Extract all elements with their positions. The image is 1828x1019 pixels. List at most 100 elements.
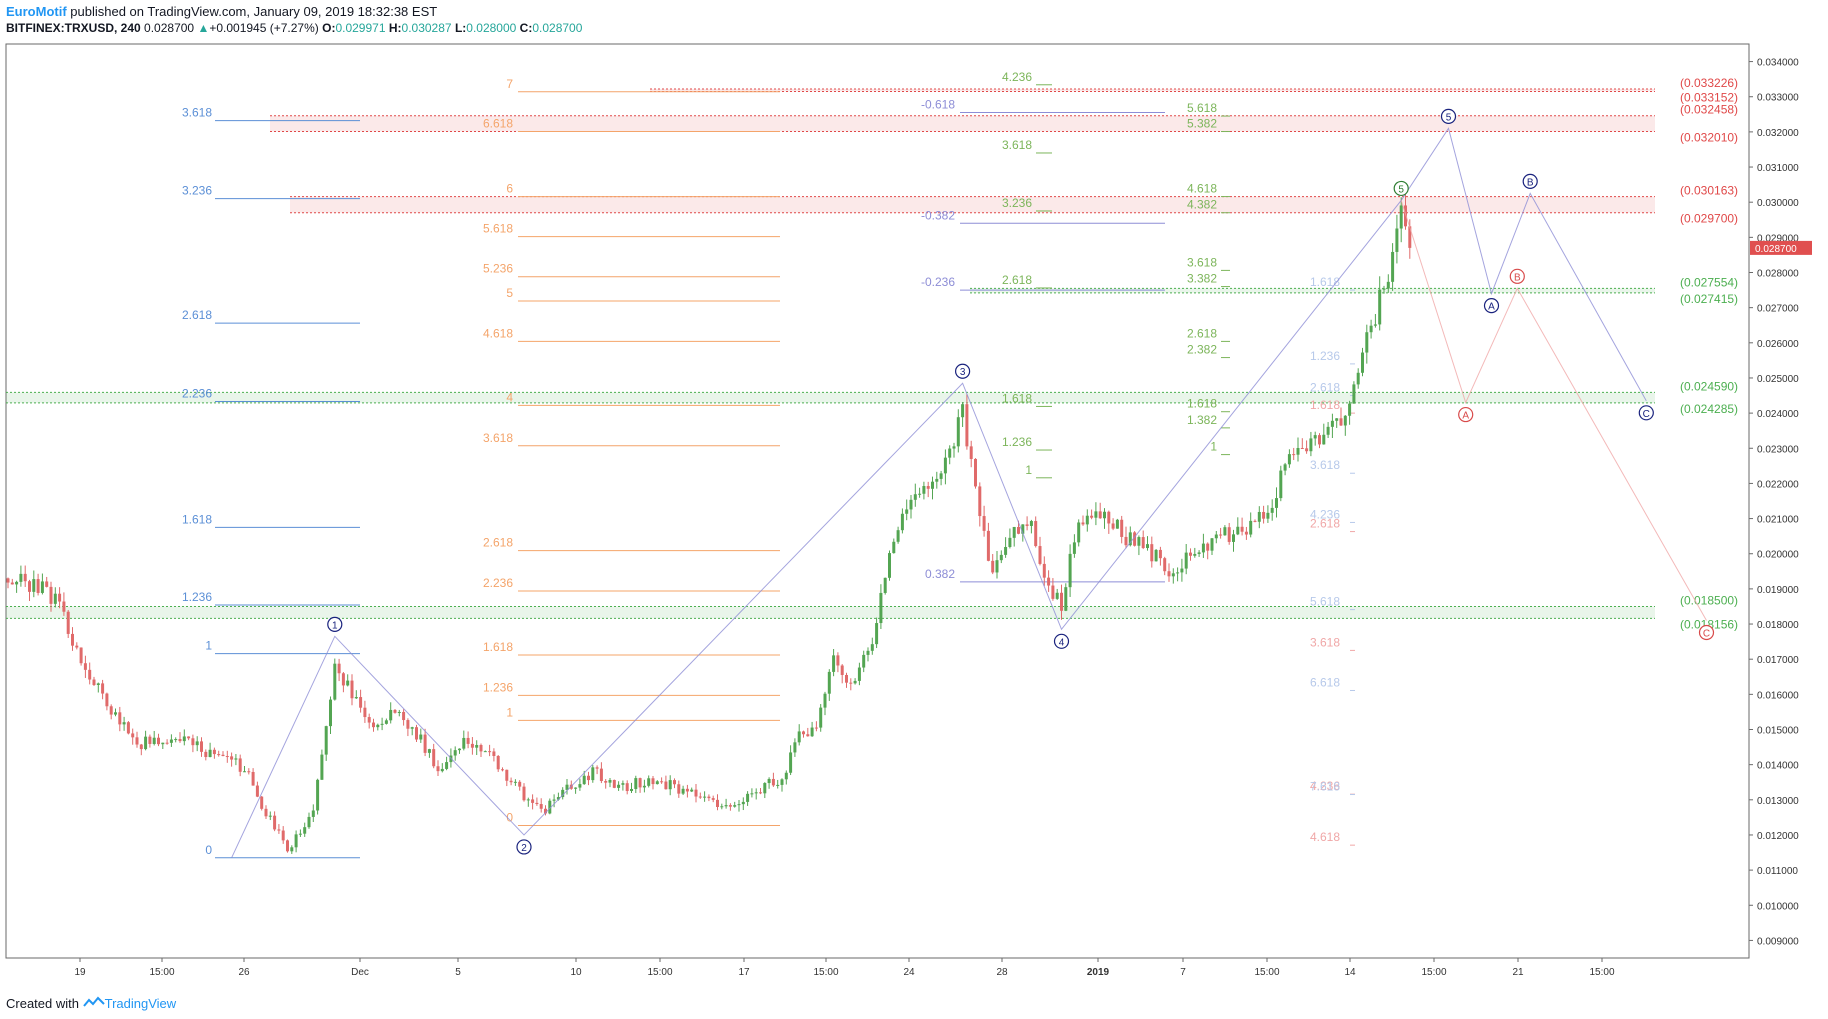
candle-body [724,805,728,807]
candle-body [1395,228,1399,252]
candle-body [440,768,444,772]
tradingview-brand[interactable]: TradingView [104,996,177,1011]
high-label: H: [388,21,402,35]
candle-body [165,742,169,744]
fib-level-label: 2.236 [182,387,212,401]
candle-body [1348,403,1352,416]
candle-body [1206,543,1210,551]
fib-level-label: 1.618 [182,512,212,526]
candle-body [531,799,535,803]
candle-body [888,553,891,578]
candle-body [522,786,526,801]
candle-body [677,784,681,794]
candle-body [991,560,995,573]
x-tick-label: 14 [1344,967,1356,978]
fib-level-label: 5.382 [1187,117,1217,131]
candle-body [1270,507,1274,513]
author-link[interactable]: EuroMotif [6,4,67,19]
fib-layer: 3.618 3.236 2.618 2.236 1.618 1.236 1 0 7 6.618 6 5… [182,70,1355,859]
candle-body [690,789,694,792]
fib-level-label: 3.618 [1310,635,1340,649]
candle-body [1223,527,1227,536]
fib-level-label: 3.618 [1310,458,1340,472]
wave-marker-label: 3 [960,367,966,378]
candle-body [1326,426,1330,435]
fib-level-label: 3.618 [182,106,212,120]
fib-level-label: 1 [506,705,513,719]
candle-body [849,682,853,684]
candle-body [965,404,969,447]
candle-body [488,751,492,753]
fib-level-label: 1 [1025,463,1032,477]
candle-body [1171,573,1175,577]
candle-body [900,513,904,531]
fib-level-label: 0 [506,810,513,824]
candle-body [105,693,109,707]
x-tick-label: Dec [351,967,369,978]
candle-body [432,749,436,767]
candle-body [139,744,143,750]
fib-level-label: 4.236 [1002,70,1032,84]
candle-body [544,808,547,814]
candle-body [814,727,818,729]
zone-band [270,115,1655,132]
fib-level-label: 7.618 [1310,780,1340,794]
zone-bottom-label: (0.032010) [1680,131,1738,145]
x-tick-label: 24 [903,967,915,978]
candle-body [1378,289,1382,325]
candle-body [406,720,410,729]
candle-body [49,586,53,604]
candle-body [518,781,522,787]
candle-body [174,739,178,741]
fib-level-label: 3.618 [1002,138,1032,152]
wave-marker [1522,173,1538,190]
candle-body [23,573,27,582]
candle-body [866,650,870,655]
candle-body [832,655,836,672]
alt-wave-marker [1458,406,1474,423]
candle-body [1120,519,1124,537]
candle-body [1094,511,1098,518]
candle-body [187,736,191,739]
axes-layer: 0.034000 0.033000 0.032000 0.031000 0.030000… [74,58,1812,978]
candle-body [505,769,509,781]
wave-marker [1393,180,1409,197]
candle-body [1012,526,1016,538]
candle-body [574,787,578,789]
candle-body [651,778,655,785]
candle-body [1115,519,1119,529]
y-tick-label: 0.026000 [1757,339,1799,350]
candle-body [1167,571,1171,577]
candle-body [1111,523,1115,529]
candle-body [857,667,861,681]
candle-body [1322,434,1326,445]
candle-body [1210,538,1214,551]
candle-body [836,655,840,666]
wave-marker [1638,405,1654,421]
candle-body [501,769,504,771]
candle-body [870,644,874,651]
candle-body [716,799,719,807]
fib-level-label: 1.618 [1187,397,1217,411]
candle-body [96,683,100,685]
wave-marker [327,616,343,632]
candle-body [397,711,401,713]
candle-body [1300,448,1304,450]
candle-body [1253,520,1257,522]
fib-level-label: 7 [506,77,513,91]
alt-wave-marker-label: A [1462,411,1469,422]
candle-body [853,680,857,684]
candle-body [71,633,74,646]
wave-marker [516,839,532,855]
candle-body [264,808,268,817]
wave-marker-label: B [1527,177,1534,188]
candle-body [999,554,1003,561]
candle-body [75,645,79,648]
fib-level-label: 3.618 [483,431,513,445]
wave-marker-label: 5 [1398,184,1404,195]
x-tick-label: 15:00 [1254,967,1279,978]
fib-level-label: 4.618 [1310,830,1340,844]
candle-body [273,815,277,830]
candle-body [1313,435,1317,439]
